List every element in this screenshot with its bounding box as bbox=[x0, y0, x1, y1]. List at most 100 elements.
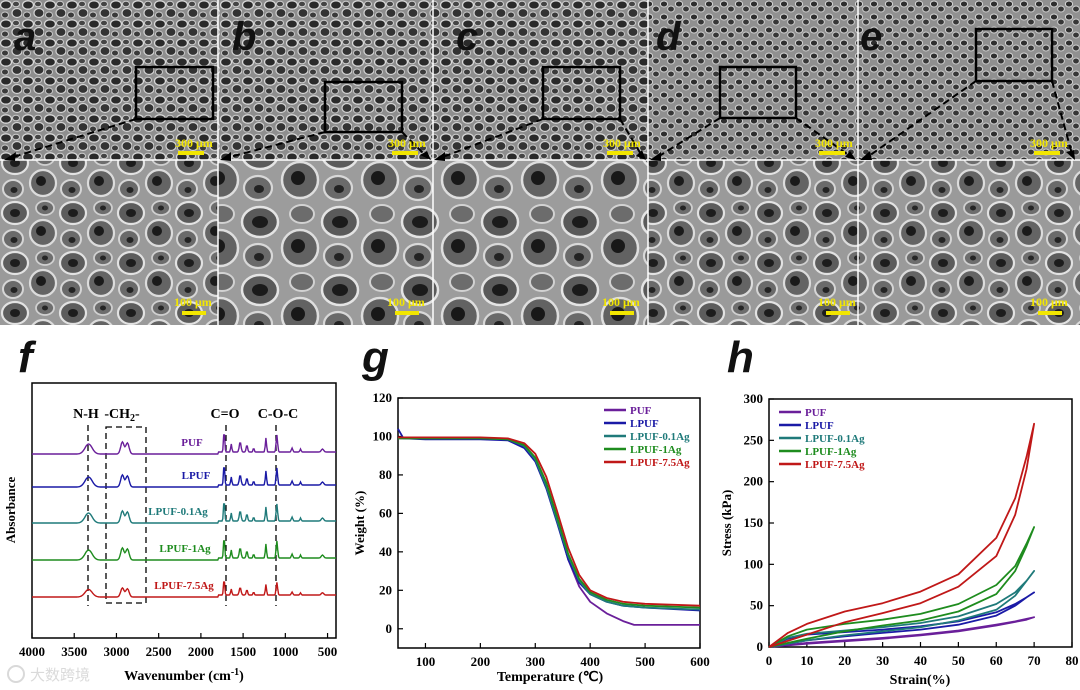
tga-x-tick-label: 500 bbox=[635, 654, 655, 669]
panel-label-c: c bbox=[456, 15, 478, 59]
panel-label-d: d bbox=[656, 15, 682, 59]
ftir-series-line-lpuf-1ag bbox=[32, 540, 336, 561]
tga-series-line-lpuf-1ag bbox=[398, 437, 701, 609]
ftir-x-axis-label: Wavenumber (cm-1) bbox=[124, 667, 244, 684]
ftir-x-ticks: 4000 3500 3000 2500 2000 1500 1000 500 bbox=[19, 633, 337, 659]
stress-axes: 0 10 20 30 40 50 60 70 80 0 50 100 150 200 250 300 bbox=[744, 391, 1079, 668]
tga-y-tick-label: 40 bbox=[379, 544, 392, 559]
stress-x-tick-label: 30 bbox=[876, 653, 889, 668]
sem-bottom-e bbox=[858, 160, 1080, 325]
tga-x-tick-label: 400 bbox=[580, 654, 600, 669]
ftir-series-line-lpuf-7-5ag bbox=[32, 581, 336, 598]
ftir-series-line-lpuf-0-1ag bbox=[32, 503, 336, 524]
stress-y-tick-label: 200 bbox=[744, 474, 764, 489]
sem-bottom-c bbox=[433, 160, 648, 325]
stress-x-tick-label: 20 bbox=[838, 653, 851, 668]
ftir-x-tick-label: 500 bbox=[318, 644, 338, 659]
peak-label-coc: C-O-C bbox=[258, 407, 298, 422]
tga-legend-label-lpuf-0-1ag: LPUF-0.1Ag bbox=[630, 431, 690, 443]
ftir-x-tick-label: 1500 bbox=[230, 644, 256, 659]
tga-y-tick-label: 60 bbox=[379, 505, 392, 520]
tga-series-line-lpuf-7-5ag bbox=[398, 436, 701, 607]
sem-top-b bbox=[218, 0, 433, 160]
ftir-chart: 4000 3500 3000 2500 2000 1500 1000 500 Absorban… bbox=[3, 382, 337, 684]
ftir-x-tick-label: 4000 bbox=[19, 644, 45, 659]
scale-label-top-a: 300 μm bbox=[175, 136, 213, 150]
panel-label-b: b bbox=[232, 15, 256, 59]
panel-label-g: g bbox=[361, 333, 389, 382]
stress-legend-label-puf: PUF bbox=[805, 407, 827, 419]
stress-y-tick-label: 100 bbox=[744, 556, 764, 571]
scale-label-top-b: 300 μm bbox=[388, 136, 426, 150]
sem-bottom-b bbox=[218, 160, 433, 325]
stress-x-tick-label: 50 bbox=[952, 653, 965, 668]
ftir-label-lpuf-1ag: LPUF-1Ag bbox=[159, 543, 211, 555]
zoom-arrows bbox=[9, 80, 1073, 159]
tga-y-tick-label: 20 bbox=[379, 582, 392, 597]
ftir-series bbox=[32, 434, 336, 598]
scale-label-top-e: 300 μm bbox=[1030, 136, 1068, 150]
arrow-heads bbox=[4, 150, 1075, 161]
peak-label-ch2: -CH2- bbox=[104, 407, 140, 424]
ftir-frame bbox=[31, 382, 337, 639]
scale-bars-bottom: 100 μm 100 μm 100 μm 100 μm 100 μm bbox=[174, 295, 1068, 315]
panel-label-h: h bbox=[727, 333, 754, 382]
tga-y-tick-label: 100 bbox=[373, 428, 393, 443]
sem-separators bbox=[0, 0, 1080, 325]
panel-label-a: a bbox=[14, 15, 36, 59]
stress-y-tick-label: 300 bbox=[744, 391, 764, 406]
stress-legend-label-lpuf-7-5ag: LPUF-7.5Ag bbox=[805, 459, 865, 471]
scale-label-bottom-b: 100 μm bbox=[387, 295, 425, 309]
scale-label-top-d: 300 μm bbox=[815, 136, 853, 150]
ftir-x-tick-label: 1000 bbox=[272, 644, 298, 659]
ftir-x-tick-label: 3500 bbox=[61, 644, 87, 659]
stress-x-tick-label: 60 bbox=[990, 653, 1003, 668]
stress-series-line-puf bbox=[768, 616, 1035, 648]
ftir-label-lpuf-7-5ag: LPUF-7.5Ag bbox=[154, 580, 214, 592]
stress-series-line-lpuf-1ag bbox=[768, 526, 1035, 648]
tga-y-tick-label: 80 bbox=[379, 467, 392, 482]
tga-frame bbox=[397, 397, 701, 649]
sem-top-d bbox=[648, 0, 858, 160]
scale-label-bottom-c: 100 μm bbox=[602, 295, 640, 309]
stress-x-tick-label: 0 bbox=[766, 653, 773, 668]
stress-y-tick-label: 250 bbox=[744, 432, 764, 447]
panel-label-f: f bbox=[18, 333, 37, 382]
tga-y-tick-label: 120 bbox=[373, 390, 393, 405]
tga-y-axis-label: Weight (%) bbox=[352, 491, 367, 556]
peak-label-co: C=O bbox=[211, 407, 240, 422]
tga-legend-label-puf: PUF bbox=[630, 405, 652, 417]
tga-x-tick-label: 300 bbox=[526, 654, 546, 669]
tga-legend-label-lpuf-1ag: LPUF-1Ag bbox=[630, 444, 682, 456]
stress-x-axis-label: Strain(%) bbox=[890, 673, 951, 688]
ftir-x-tick-label: 3000 bbox=[103, 644, 129, 659]
tga-y-tick-label: 0 bbox=[386, 621, 393, 636]
tga-legend-label-lpuf: LPUF bbox=[630, 418, 659, 430]
ftir-label-lpuf: LPUF bbox=[182, 470, 211, 482]
stress-series-line-lpuf-7-5ag bbox=[768, 422, 1035, 648]
ftir-y-axis-label: Absorbance bbox=[3, 477, 18, 544]
scale-label-top-c: 300 μm bbox=[603, 136, 641, 150]
tga-x-tick-label: 600 bbox=[690, 654, 710, 669]
scale-label-bottom-d: 100 μm bbox=[818, 295, 856, 309]
tga-x-axis-label: Temperature (℃) bbox=[497, 670, 604, 685]
ftir-series-line-lpuf bbox=[32, 467, 336, 488]
watermark-icon bbox=[7, 665, 25, 683]
ftir-x-tick-label: 2000 bbox=[188, 644, 214, 659]
tga-legend-label-lpuf-7-5ag: LPUF-7.5Ag bbox=[630, 457, 690, 469]
peak-label-nh: N-H bbox=[73, 407, 99, 422]
scale-label-bottom-e: 100 μm bbox=[1030, 295, 1068, 309]
sem-image-grid: a b c d e 300 μm 300 μm 300 μm 300 μm 30… bbox=[0, 0, 1080, 325]
tga-x-tick-label: 100 bbox=[416, 654, 436, 669]
watermark-text: 大数跨境 bbox=[30, 666, 90, 684]
ftir-label-lpuf-0-1ag: LPUF-0.1Ag bbox=[148, 506, 208, 518]
sem-bottom-a bbox=[0, 160, 218, 325]
ftir-label-puf: PUF bbox=[181, 437, 203, 449]
tga-series bbox=[397, 428, 701, 626]
sem-top-c bbox=[433, 0, 648, 160]
ftir-series-labels: PUF LPUF LPUF-0.1Ag LPUF-1Ag LPUF-7.5Ag bbox=[148, 437, 214, 592]
